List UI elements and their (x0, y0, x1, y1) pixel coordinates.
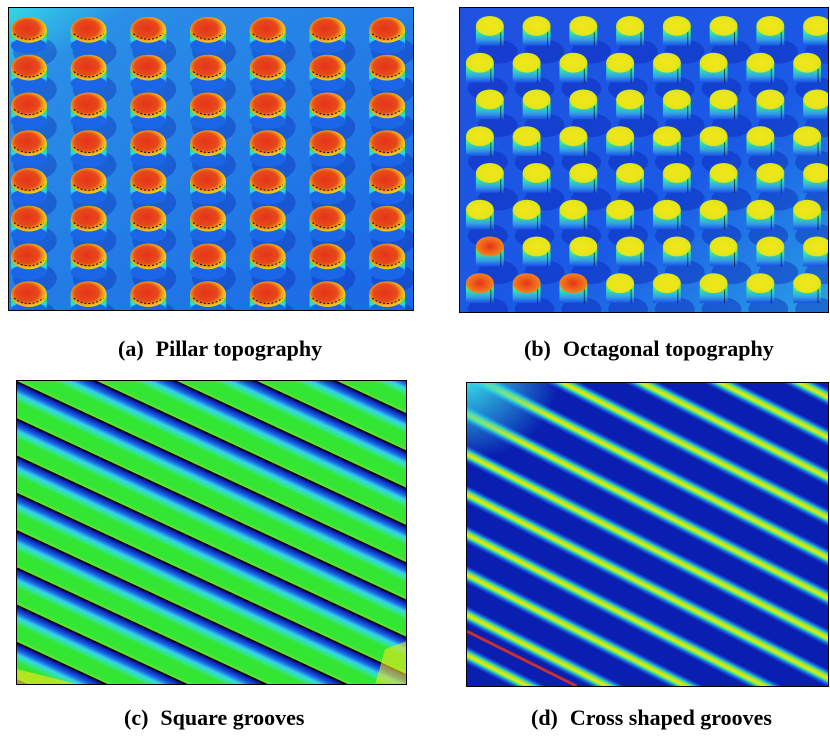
pillar (70, 16, 117, 67)
octagonal-pillar (793, 52, 828, 101)
caption-d: (d) Cross shaped grooves (531, 705, 772, 731)
octagonal-pillar (465, 273, 508, 312)
pillar (249, 167, 296, 218)
octagonal-pillar (756, 162, 799, 211)
square-grooves-heatmap (17, 381, 406, 684)
cross-grooves-heatmap (467, 383, 828, 686)
image-octagonal-topography (459, 7, 829, 313)
caption-letter: (c) (124, 705, 149, 730)
octagonal-pillar (756, 236, 799, 285)
pillar (10, 281, 55, 310)
caption-c: (c) Square grooves (124, 705, 304, 731)
caption-text: Square grooves (160, 705, 305, 730)
octagonal-pillar (746, 52, 789, 101)
octagonal-pillar (606, 273, 648, 312)
octagonal-pillar (475, 236, 518, 285)
pillar (249, 92, 296, 143)
pillar (70, 54, 117, 105)
octagonal-pillar (512, 273, 555, 312)
octagonal-heatmap (460, 8, 828, 312)
pillar (309, 243, 356, 294)
octagonal-pillar (803, 89, 828, 138)
octagonal-pillar (559, 273, 602, 312)
image-pillar-topography (8, 7, 414, 311)
pillar (190, 54, 236, 105)
pillar (249, 281, 294, 310)
pillar-heatmap (9, 8, 413, 310)
octagonal-pillar (699, 273, 742, 312)
pillar (369, 281, 413, 310)
octagonal-pillar (522, 15, 565, 64)
octagonal-pillar (616, 89, 658, 138)
image-square-grooves (16, 380, 407, 685)
pillar (190, 281, 235, 310)
octagonal-pillar (793, 273, 828, 312)
pillar (70, 281, 115, 310)
pillar (369, 54, 413, 105)
octagonal-pillar (652, 273, 695, 312)
octagonal-pillar (522, 162, 565, 211)
caption-letter: (b) (524, 336, 551, 361)
caption-letter: (d) (531, 705, 558, 730)
image-cross-shaped-grooves (466, 382, 829, 687)
octagonal-pillar (756, 89, 799, 138)
caption-text: Cross shaped grooves (569, 705, 772, 730)
pillar (190, 92, 236, 143)
octagonal-pillar (746, 273, 789, 312)
caption-text: Octagonal topography (562, 336, 774, 361)
octagonal-pillar (709, 89, 752, 138)
caption-b: (b) Octagonal topography (524, 336, 774, 362)
pillar (70, 92, 117, 143)
caption-a: (a) Pillar topography (118, 336, 322, 362)
pillar (249, 243, 296, 294)
pillar (309, 281, 354, 310)
pillar (130, 281, 175, 310)
caption-letter: (a) (118, 336, 144, 361)
pillar (130, 167, 177, 218)
caption-text: Pillar topography (155, 336, 323, 361)
pillar (10, 92, 57, 143)
